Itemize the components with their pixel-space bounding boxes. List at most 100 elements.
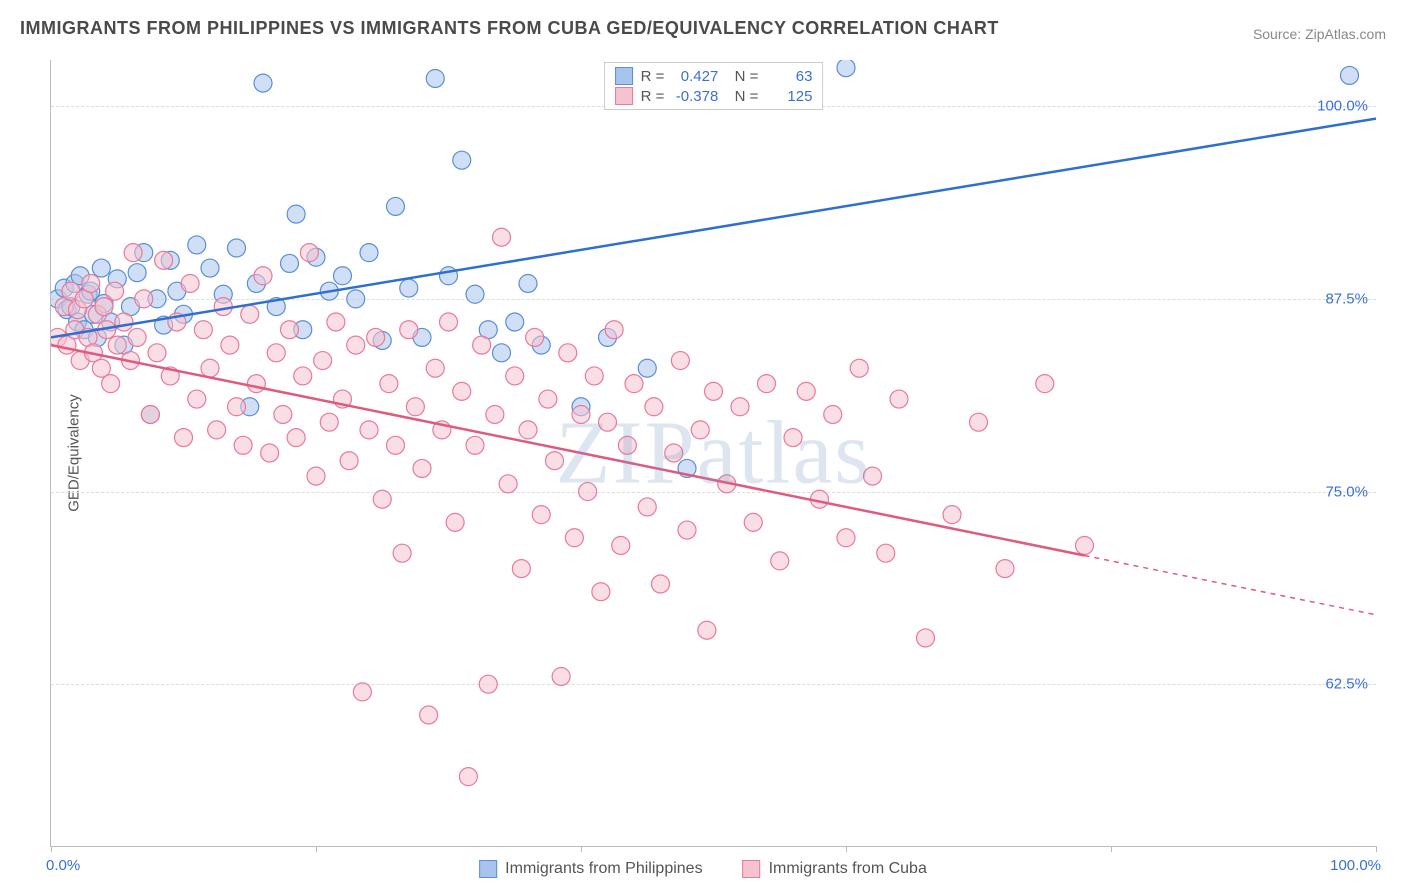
data-point [413, 459, 431, 477]
data-point [141, 405, 159, 423]
data-point [705, 382, 723, 400]
data-point [102, 375, 120, 393]
data-point [95, 298, 113, 316]
data-point [108, 336, 126, 354]
stats-legend-row: R =0.427 N =63 [615, 67, 813, 85]
stats-legend: R =0.427 N =63R =-0.378 N =125 [604, 62, 824, 110]
data-point [579, 483, 597, 501]
data-point [479, 675, 497, 693]
data-point [519, 421, 537, 439]
data-point [499, 475, 517, 493]
data-point [585, 367, 603, 385]
series-legend-item: Immigrants from Philippines [479, 860, 702, 878]
data-point [539, 390, 557, 408]
data-point [493, 228, 511, 246]
data-point [92, 259, 110, 277]
data-point [546, 452, 564, 470]
data-point [1076, 536, 1094, 554]
data-point [506, 367, 524, 385]
plot-frame: GED/Equivalency 62.5%75.0%87.5%100.0% 0.… [50, 60, 1376, 847]
legend-swatch [743, 860, 761, 878]
data-point [1036, 375, 1054, 393]
data-point [373, 490, 391, 508]
data-point [453, 151, 471, 169]
data-point [493, 344, 511, 362]
data-point [148, 344, 166, 362]
data-point [387, 197, 405, 215]
data-point [267, 344, 285, 362]
stat-label: R = [641, 88, 665, 105]
data-point [135, 290, 153, 308]
trend-line [51, 345, 1085, 555]
data-point [340, 452, 358, 470]
legend-swatch [615, 67, 633, 85]
data-point [214, 298, 232, 316]
data-point [625, 375, 643, 393]
data-point [287, 205, 305, 223]
data-point [731, 398, 749, 416]
x-tick-mark [1111, 846, 1112, 852]
data-point [347, 336, 365, 354]
data-point [446, 513, 464, 531]
x-tick-mark [316, 846, 317, 852]
x-axis-min-label: 0.0% [46, 857, 80, 874]
stat-r-value: 0.427 [672, 68, 718, 85]
data-point [360, 244, 378, 262]
data-point [466, 285, 484, 303]
data-point [917, 629, 935, 647]
data-point [274, 405, 292, 423]
data-point [612, 536, 630, 554]
data-point [850, 359, 868, 377]
data-point [970, 413, 988, 431]
data-point [181, 274, 199, 292]
stat-n-value: 63 [766, 68, 812, 85]
stat-label: R = [641, 68, 665, 85]
data-point [572, 405, 590, 423]
data-point [254, 74, 272, 92]
data-point [837, 529, 855, 547]
data-point [638, 498, 656, 516]
data-point [678, 521, 696, 539]
data-point [552, 667, 570, 685]
data-point [400, 279, 418, 297]
plot-svg [51, 60, 1376, 846]
data-point [106, 282, 124, 300]
data-point [638, 359, 656, 377]
data-point [281, 321, 299, 339]
data-point [128, 328, 146, 346]
data-point [426, 70, 444, 88]
data-point [194, 321, 212, 339]
data-point [241, 305, 259, 323]
trend-line-extrapolated [1085, 555, 1377, 614]
legend-swatch [479, 860, 497, 878]
data-point [115, 313, 133, 331]
data-point [837, 60, 855, 77]
data-point [943, 506, 961, 524]
data-point [758, 375, 776, 393]
stat-r-value: -0.378 [672, 88, 718, 105]
data-point [652, 575, 670, 593]
data-point [506, 313, 524, 331]
data-point [314, 352, 332, 370]
data-point [188, 390, 206, 408]
data-point [82, 274, 100, 292]
data-point [393, 544, 411, 562]
data-point [367, 328, 385, 346]
data-point [453, 382, 471, 400]
data-point [201, 259, 219, 277]
data-point [128, 264, 146, 282]
x-tick-mark [1376, 846, 1377, 852]
data-point [565, 529, 583, 547]
data-point [327, 313, 345, 331]
data-point [124, 244, 142, 262]
data-point [228, 239, 246, 257]
stats-legend-row: R =-0.378 N =125 [615, 87, 813, 105]
data-point [380, 375, 398, 393]
data-point [599, 413, 617, 431]
data-point [473, 336, 491, 354]
data-point [400, 321, 418, 339]
legend-swatch [615, 87, 633, 105]
data-point [691, 421, 709, 439]
data-point [824, 405, 842, 423]
data-point [175, 429, 193, 447]
